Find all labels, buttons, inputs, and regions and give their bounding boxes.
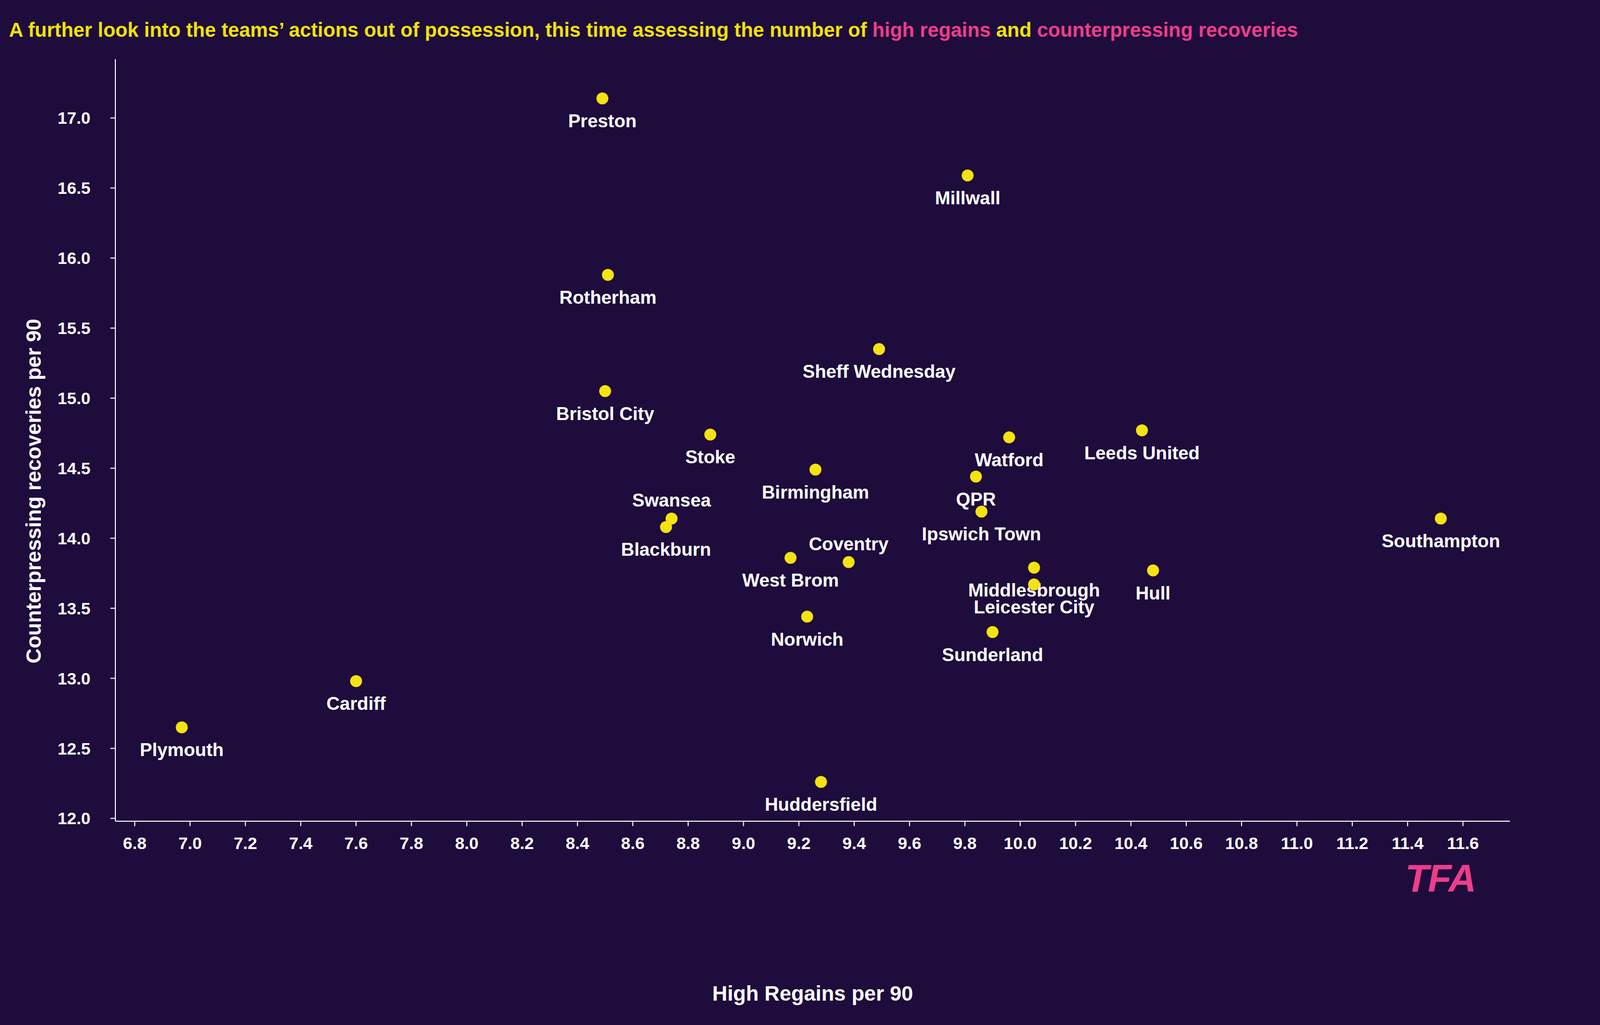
svg-text:9.8: 9.8 bbox=[953, 833, 977, 853]
svg-text:11.2: 11.2 bbox=[1336, 833, 1369, 853]
svg-text:10.2: 10.2 bbox=[1059, 833, 1092, 853]
svg-text:14.5: 14.5 bbox=[57, 458, 91, 478]
svg-text:9.4: 9.4 bbox=[842, 833, 866, 853]
svg-text:11.6: 11.6 bbox=[1446, 833, 1479, 853]
svg-text:8.2: 8.2 bbox=[510, 833, 534, 853]
svg-text:6.8: 6.8 bbox=[122, 833, 147, 853]
svg-text:12.5: 12.5 bbox=[57, 739, 91, 759]
svg-text:Blackburn: Blackburn bbox=[621, 539, 712, 560]
html-text:Counterpressing recoveries per: Counterpressing recoveries per 90 bbox=[21, 318, 46, 664]
svg-text:10.0: 10.0 bbox=[1003, 833, 1037, 853]
svg-text:Swansea: Swansea bbox=[631, 490, 712, 511]
svg-text:Sheff Wednesday: Sheff Wednesday bbox=[802, 361, 956, 382]
svg-text:8.4: 8.4 bbox=[565, 833, 590, 853]
svg-text:Preston: Preston bbox=[568, 110, 637, 132]
svg-text:11.0: 11.0 bbox=[1280, 833, 1313, 853]
svg-text:16.5: 16.5 bbox=[57, 178, 91, 198]
svg-text:Stoke: Stoke bbox=[685, 446, 736, 468]
svg-text:West Brom: West Brom bbox=[742, 570, 840, 591]
svg-text:Leicester City: Leicester City bbox=[973, 597, 1095, 618]
svg-text:Ipswich Town: Ipswich Town bbox=[921, 524, 1042, 545]
svg-text:Watford: Watford bbox=[974, 449, 1044, 471]
svg-text:Bristol City: Bristol City bbox=[555, 403, 655, 425]
html-text:A further look into the teams’: A further look into the teams’ actions o… bbox=[8, 18, 1298, 41]
svg-text:Norwich: Norwich bbox=[770, 629, 844, 650]
html-text:TFA: TFA bbox=[1405, 856, 1476, 901]
svg-text:Sunderland: Sunderland bbox=[941, 644, 1044, 666]
svg-text:15.0: 15.0 bbox=[57, 388, 91, 408]
svg-text:8.8: 8.8 bbox=[676, 833, 700, 853]
svg-text:Cardiff: Cardiff bbox=[326, 693, 387, 714]
svg-text:7.4: 7.4 bbox=[288, 833, 313, 853]
svg-text:14.0: 14.0 bbox=[57, 529, 91, 548]
svg-text:9.0: 9.0 bbox=[731, 833, 756, 853]
svg-text:9.2: 9.2 bbox=[787, 833, 811, 853]
svg-text:Huddersfield: Huddersfield bbox=[764, 794, 878, 815]
svg-text:8.0: 8.0 bbox=[454, 833, 479, 853]
svg-text:15.5: 15.5 bbox=[57, 318, 91, 338]
svg-text:Coventry: Coventry bbox=[808, 533, 889, 555]
svg-text:Plymouth: Plymouth bbox=[139, 739, 224, 761]
svg-text:10.8: 10.8 bbox=[1225, 833, 1258, 853]
svg-text:13.0: 13.0 bbox=[57, 669, 91, 689]
svg-text:QPR: QPR bbox=[956, 489, 996, 510]
svg-text:Southampton: Southampton bbox=[1381, 531, 1501, 552]
svg-text:12.0: 12.0 bbox=[57, 808, 91, 828]
svg-text:7.8: 7.8 bbox=[399, 833, 424, 853]
svg-text:8.6: 8.6 bbox=[621, 833, 645, 853]
svg-text:10.4: 10.4 bbox=[1114, 833, 1148, 853]
html-text:High Regains per 90: High Regains per 90 bbox=[712, 981, 914, 1006]
svg-text:11.4: 11.4 bbox=[1391, 833, 1424, 853]
svg-text:7.6: 7.6 bbox=[344, 833, 368, 853]
svg-text:Millwall: Millwall bbox=[934, 187, 1001, 209]
svg-text:Rotherham: Rotherham bbox=[559, 287, 657, 308]
svg-text:Hull: Hull bbox=[1135, 583, 1171, 604]
svg-text:7.0: 7.0 bbox=[178, 833, 202, 853]
svg-text:7.2: 7.2 bbox=[233, 833, 258, 853]
svg-text:9.6: 9.6 bbox=[897, 833, 922, 853]
svg-text:Leeds United: Leeds United bbox=[1084, 443, 1200, 464]
svg-text:17.0: 17.0 bbox=[57, 108, 91, 128]
svg-text:Birmingham: Birmingham bbox=[761, 482, 870, 503]
svg-text:13.5: 13.5 bbox=[57, 599, 91, 619]
svg-text:10.6: 10.6 bbox=[1169, 833, 1203, 853]
svg-text:16.0: 16.0 bbox=[57, 248, 91, 268]
